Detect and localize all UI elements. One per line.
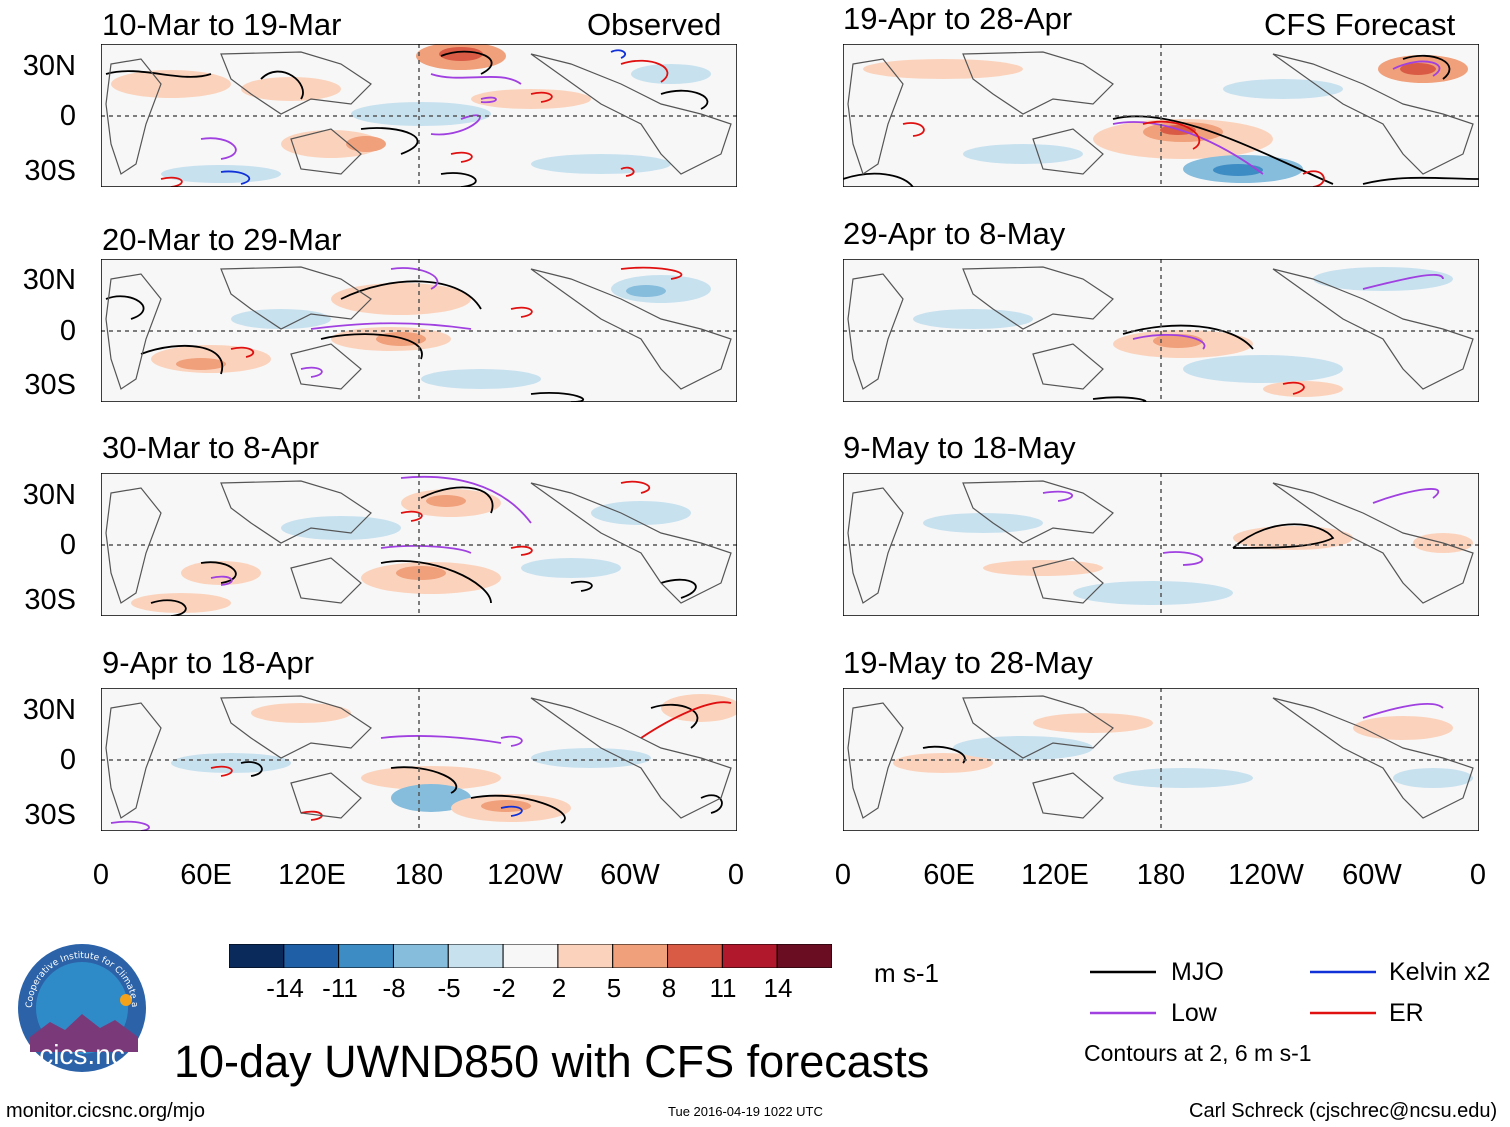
panel-7-title: 9-May to 18-May xyxy=(843,430,1076,465)
lat-label-30s: 30S xyxy=(24,799,76,831)
lon-label: 0 xyxy=(92,859,110,891)
lat-label-30n: 30N xyxy=(22,694,76,726)
lon-label: 120W xyxy=(1228,859,1304,891)
lon-label: 0 xyxy=(834,859,852,891)
lon-label: 0 xyxy=(727,859,745,891)
colorbar-box xyxy=(667,944,723,968)
footer-credit: Carl Schreck (cjschrec@ncsu.edu) xyxy=(1189,1100,1498,1122)
colorbar-label: 2 xyxy=(551,973,567,1003)
lat-label-30s: 30S xyxy=(24,155,76,187)
cics-logo: Cooperative Institute for Climate and Sa… xyxy=(10,942,146,1072)
map-panel-6 xyxy=(843,259,1479,402)
lon-label: 180 xyxy=(1136,859,1186,891)
colorbar-box xyxy=(392,944,449,968)
lon-label: 120E xyxy=(1021,859,1089,891)
lat-label-eq: 0 xyxy=(59,529,76,561)
panel-8-title: 19-May to 28-May xyxy=(843,645,1093,680)
lat-label-30n: 30N xyxy=(22,50,76,82)
lon-label: 60W xyxy=(1342,859,1402,891)
panel-2-title: 20-Mar to 29-Mar xyxy=(102,222,342,257)
colorbar-label: -8 xyxy=(382,973,406,1003)
lon-label: 180 xyxy=(394,859,444,891)
main-title: 10-day UWND850 with CFS forecasts xyxy=(174,1036,930,1087)
map-panel-8 xyxy=(843,688,1479,831)
map-panel-5 xyxy=(843,44,1479,187)
colorbar-label: 14 xyxy=(763,973,793,1003)
legend-kelvin-label: Kelvin x2 xyxy=(1389,958,1491,986)
map-panel-2 xyxy=(101,259,737,402)
lon-label: 60E xyxy=(180,859,232,891)
colorbar-label: -5 xyxy=(437,973,461,1003)
colorbar-box xyxy=(721,944,778,968)
colorbar-box xyxy=(776,944,832,968)
panel-6-title: 29-Apr to 8-May xyxy=(843,216,1066,251)
panel-4-title: 9-Apr to 18-Apr xyxy=(102,645,314,680)
lat-label-30s: 30S xyxy=(24,369,76,401)
legend-er-label: ER xyxy=(1389,999,1424,1027)
colorbar-box xyxy=(338,944,394,968)
panel-1-tag: Observed xyxy=(587,7,722,42)
lat-label-eq: 0 xyxy=(59,100,76,132)
footer-timestamp: Tue 2016-04-19 1022 UTC xyxy=(668,1104,823,1119)
colorbar-label: 11 xyxy=(709,973,737,1003)
legend-low-label: Low xyxy=(1171,999,1217,1027)
legend-mjo-label: MJO xyxy=(1171,958,1224,986)
lon-label: 60W xyxy=(600,859,660,891)
colorbar-box xyxy=(447,944,504,968)
colorbar xyxy=(229,944,832,968)
legend-lines xyxy=(1090,970,1376,1015)
colorbar-label: 5 xyxy=(606,973,622,1003)
panel-1-title: 10-Mar to 19-Mar xyxy=(102,7,342,42)
panel-5-tag: CFS Forecast xyxy=(1264,7,1456,42)
colorbar-label: -2 xyxy=(492,973,516,1003)
map-panel-4 xyxy=(101,688,737,831)
colorbar-box xyxy=(557,944,614,968)
colorbar-box xyxy=(229,944,285,968)
colorbar-label: 8 xyxy=(661,973,677,1003)
panel-3-title: 30-Mar to 8-Apr xyxy=(102,430,320,465)
contour-note: Contours at 2, 6 m s-1 xyxy=(1084,1040,1312,1066)
lat-label-30s: 30S xyxy=(24,584,76,616)
colorbar-box xyxy=(502,944,559,968)
lat-label-30n: 30N xyxy=(22,264,76,296)
colorbar-box xyxy=(283,944,340,968)
panel-5-title: 19-Apr to 28-Apr xyxy=(843,1,1073,36)
map-panel-7 xyxy=(843,473,1479,616)
lon-label: 120E xyxy=(278,859,346,891)
lon-label: 60E xyxy=(923,859,975,891)
lon-label: 0 xyxy=(1469,859,1487,891)
colorbar-units: m s-1 xyxy=(874,958,939,988)
lat-label-30n: 30N xyxy=(22,479,76,511)
logo-text: cics.nc xyxy=(39,1039,125,1070)
lon-label: 120W xyxy=(487,859,563,891)
lat-label-eq: 0 xyxy=(59,744,76,776)
map-panel-3 xyxy=(101,473,737,616)
colorbar-label: -14 xyxy=(266,973,304,1003)
colorbar-box xyxy=(612,944,669,968)
map-panel-1 xyxy=(101,44,737,187)
lat-label-eq: 0 xyxy=(59,315,76,347)
colorbar-label: -11 xyxy=(322,973,358,1003)
footer-url[interactable]: monitor.cicsnc.org/mjo xyxy=(6,1100,205,1122)
